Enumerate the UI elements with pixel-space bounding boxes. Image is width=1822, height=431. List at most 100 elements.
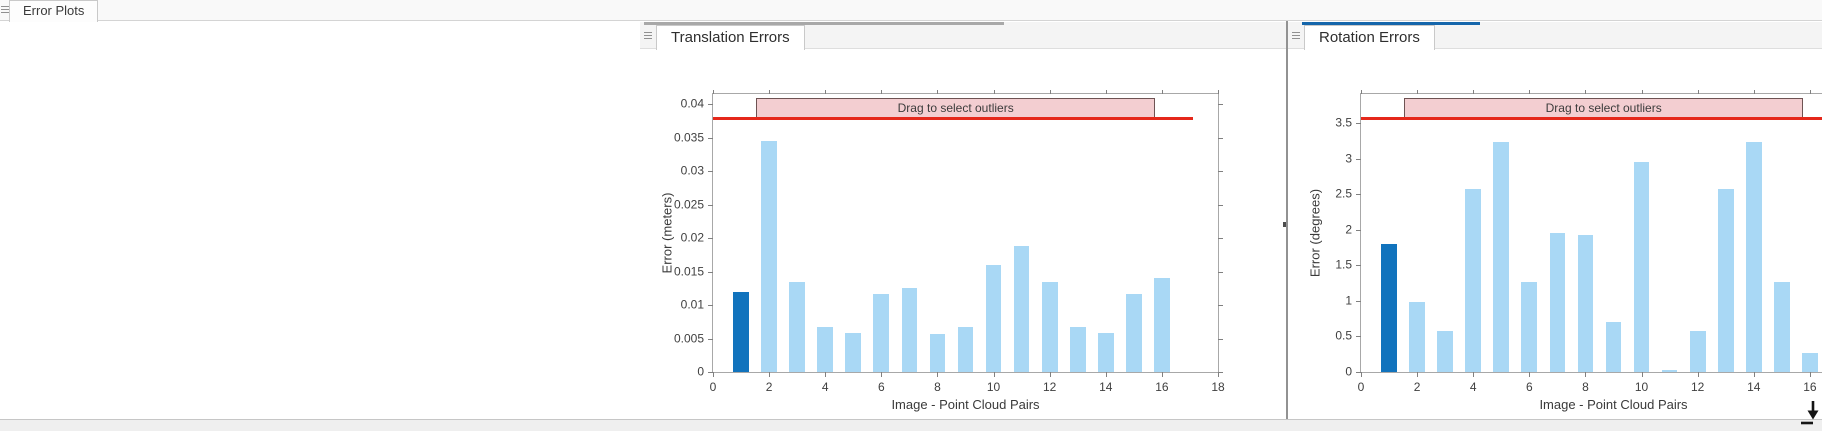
y-tick bbox=[1356, 265, 1361, 267]
bar-pair-14[interactable] bbox=[1745, 142, 1762, 372]
y-tick bbox=[708, 271, 713, 273]
y-tick bbox=[708, 238, 713, 240]
bar-pair-7[interactable] bbox=[1549, 233, 1566, 372]
y-tick-label: 0.02 bbox=[680, 230, 704, 245]
x-tick-label: 4 bbox=[821, 380, 829, 394]
y-tick bbox=[708, 372, 713, 373]
x-tick bbox=[993, 372, 995, 377]
x-tick bbox=[1105, 90, 1107, 94]
x-tick bbox=[1697, 372, 1699, 377]
x-axis-label: Image - Point Cloud Pairs bbox=[891, 397, 1040, 412]
y-tick-label: 0 bbox=[697, 364, 704, 379]
y-axis-label: Error (degrees) bbox=[1307, 188, 1323, 278]
bar-pair-13[interactable] bbox=[1069, 327, 1086, 372]
y-tick bbox=[708, 305, 713, 306]
y-tick-label: 2 bbox=[1345, 222, 1352, 237]
x-tick-label: 2 bbox=[765, 380, 773, 394]
bar-pair-10[interactable] bbox=[985, 264, 1002, 372]
y-axis-label: Error (meters) bbox=[659, 192, 675, 274]
bar-pair-3[interactable] bbox=[1437, 331, 1453, 372]
bar-pair-5[interactable] bbox=[845, 333, 862, 372]
x-tick bbox=[1417, 90, 1419, 94]
x-tick bbox=[1641, 90, 1643, 94]
x-tick-label: 16 bbox=[1803, 380, 1817, 394]
tab-rotation-errors[interactable]: Rotation Errors bbox=[1304, 25, 1435, 50]
drag-grip-icon[interactable] bbox=[1292, 30, 1300, 41]
y-tick bbox=[1356, 158, 1361, 160]
x-tick bbox=[1585, 372, 1587, 377]
tab-label: Rotation Errors bbox=[1319, 29, 1420, 46]
bar-pair-3[interactable] bbox=[789, 281, 805, 372]
bar-pair-14[interactable] bbox=[1097, 333, 1114, 372]
rotation-errors-chart: 00.511.522.533.5024681012141618Drag to s… bbox=[1308, 90, 1822, 412]
outlier-band[interactable]: Drag to select outliers bbox=[756, 98, 1155, 119]
tab-error-plots[interactable]: Error Plots bbox=[9, 0, 99, 22]
bar-pair-10[interactable] bbox=[1633, 161, 1650, 372]
bar-pair-1[interactable] bbox=[1381, 244, 1397, 372]
x-tick bbox=[769, 90, 771, 94]
bar-pair-9[interactable] bbox=[957, 327, 974, 372]
y-tick-label: 0.005 bbox=[673, 331, 704, 346]
bar-pair-12[interactable] bbox=[1689, 331, 1706, 372]
x-tick bbox=[1473, 90, 1475, 94]
x-tick bbox=[937, 90, 939, 94]
x-tick-label: 16 bbox=[1155, 380, 1169, 394]
bar-pair-11[interactable] bbox=[1661, 369, 1678, 372]
bar-pair-8[interactable] bbox=[1577, 235, 1594, 372]
bar-pair-13[interactable] bbox=[1717, 189, 1734, 372]
y-tick-label: 0.5 bbox=[1335, 329, 1352, 344]
bar-pair-2[interactable] bbox=[1409, 302, 1425, 372]
y-tick-label: 3.5 bbox=[1335, 115, 1352, 130]
outlier-threshold-line[interactable] bbox=[713, 117, 1193, 121]
y-tick bbox=[1218, 271, 1223, 273]
y-tick-label: 0.01 bbox=[680, 297, 704, 312]
drag-grip-icon[interactable] bbox=[644, 30, 652, 41]
x-tick-label: 8 bbox=[934, 380, 941, 394]
figure-tab-bar: Translation Errors bbox=[640, 22, 1286, 50]
x-tick bbox=[825, 90, 827, 94]
x-tick bbox=[881, 372, 883, 377]
bar-pair-7[interactable] bbox=[901, 287, 918, 372]
status-bar bbox=[0, 419, 1822, 431]
bar-pair-15[interactable] bbox=[1125, 294, 1142, 372]
dock-down-arrow-icon[interactable] bbox=[1799, 400, 1821, 426]
x-tick-label: 6 bbox=[877, 380, 885, 394]
x-tick-label: 14 bbox=[1099, 380, 1113, 394]
bar-pair-9[interactable] bbox=[1605, 321, 1622, 372]
bar-pair-8[interactable] bbox=[929, 334, 946, 372]
bar-pair-16[interactable] bbox=[1154, 278, 1170, 372]
x-tick bbox=[1218, 90, 1219, 94]
y-tick-label: 1 bbox=[1345, 293, 1352, 308]
y-tick bbox=[1356, 229, 1361, 231]
bar-pair-1[interactable] bbox=[733, 291, 749, 372]
x-tick-label: 10 bbox=[986, 380, 1001, 394]
x-tick bbox=[993, 90, 995, 94]
bar-pair-15[interactable] bbox=[1773, 282, 1790, 372]
outlier-band[interactable]: Drag to select outliers bbox=[1404, 98, 1803, 119]
x-tick bbox=[713, 372, 714, 377]
tab-translation-errors[interactable]: Translation Errors bbox=[656, 25, 805, 50]
bar-pair-5[interactable] bbox=[1493, 142, 1510, 372]
y-tick-label: 0 bbox=[1345, 364, 1352, 379]
drag-grip-icon[interactable] bbox=[1, 4, 9, 15]
bar-pair-6[interactable] bbox=[1521, 282, 1538, 372]
bar-pair-6[interactable] bbox=[873, 294, 890, 372]
x-tick bbox=[1753, 90, 1755, 94]
bar-pair-12[interactable] bbox=[1041, 281, 1058, 372]
x-tick bbox=[769, 372, 771, 377]
x-tick-label: 0 bbox=[709, 380, 717, 394]
outlier-threshold-line[interactable] bbox=[1361, 117, 1822, 121]
y-tick bbox=[1356, 194, 1361, 196]
document-tab-bar: Error Plots bbox=[0, 0, 1822, 22]
y-tick bbox=[1218, 238, 1223, 240]
bar-pair-11[interactable] bbox=[1013, 246, 1030, 372]
x-axis-label: Image - Point Cloud Pairs bbox=[1539, 397, 1688, 412]
bar-pair-4[interactable] bbox=[1465, 189, 1482, 372]
x-tick bbox=[1529, 372, 1531, 377]
bar-pair-2[interactable] bbox=[761, 140, 777, 372]
x-tick bbox=[1161, 372, 1163, 377]
panel-translation-errors: Translation Errors 0 0.005 0.01 0.015 0.02 0.… bbox=[640, 20, 1288, 419]
bar-pair-16[interactable] bbox=[1802, 352, 1818, 372]
bar-pair-4[interactable] bbox=[817, 327, 834, 372]
x-tick-label: 6 bbox=[1525, 380, 1533, 394]
